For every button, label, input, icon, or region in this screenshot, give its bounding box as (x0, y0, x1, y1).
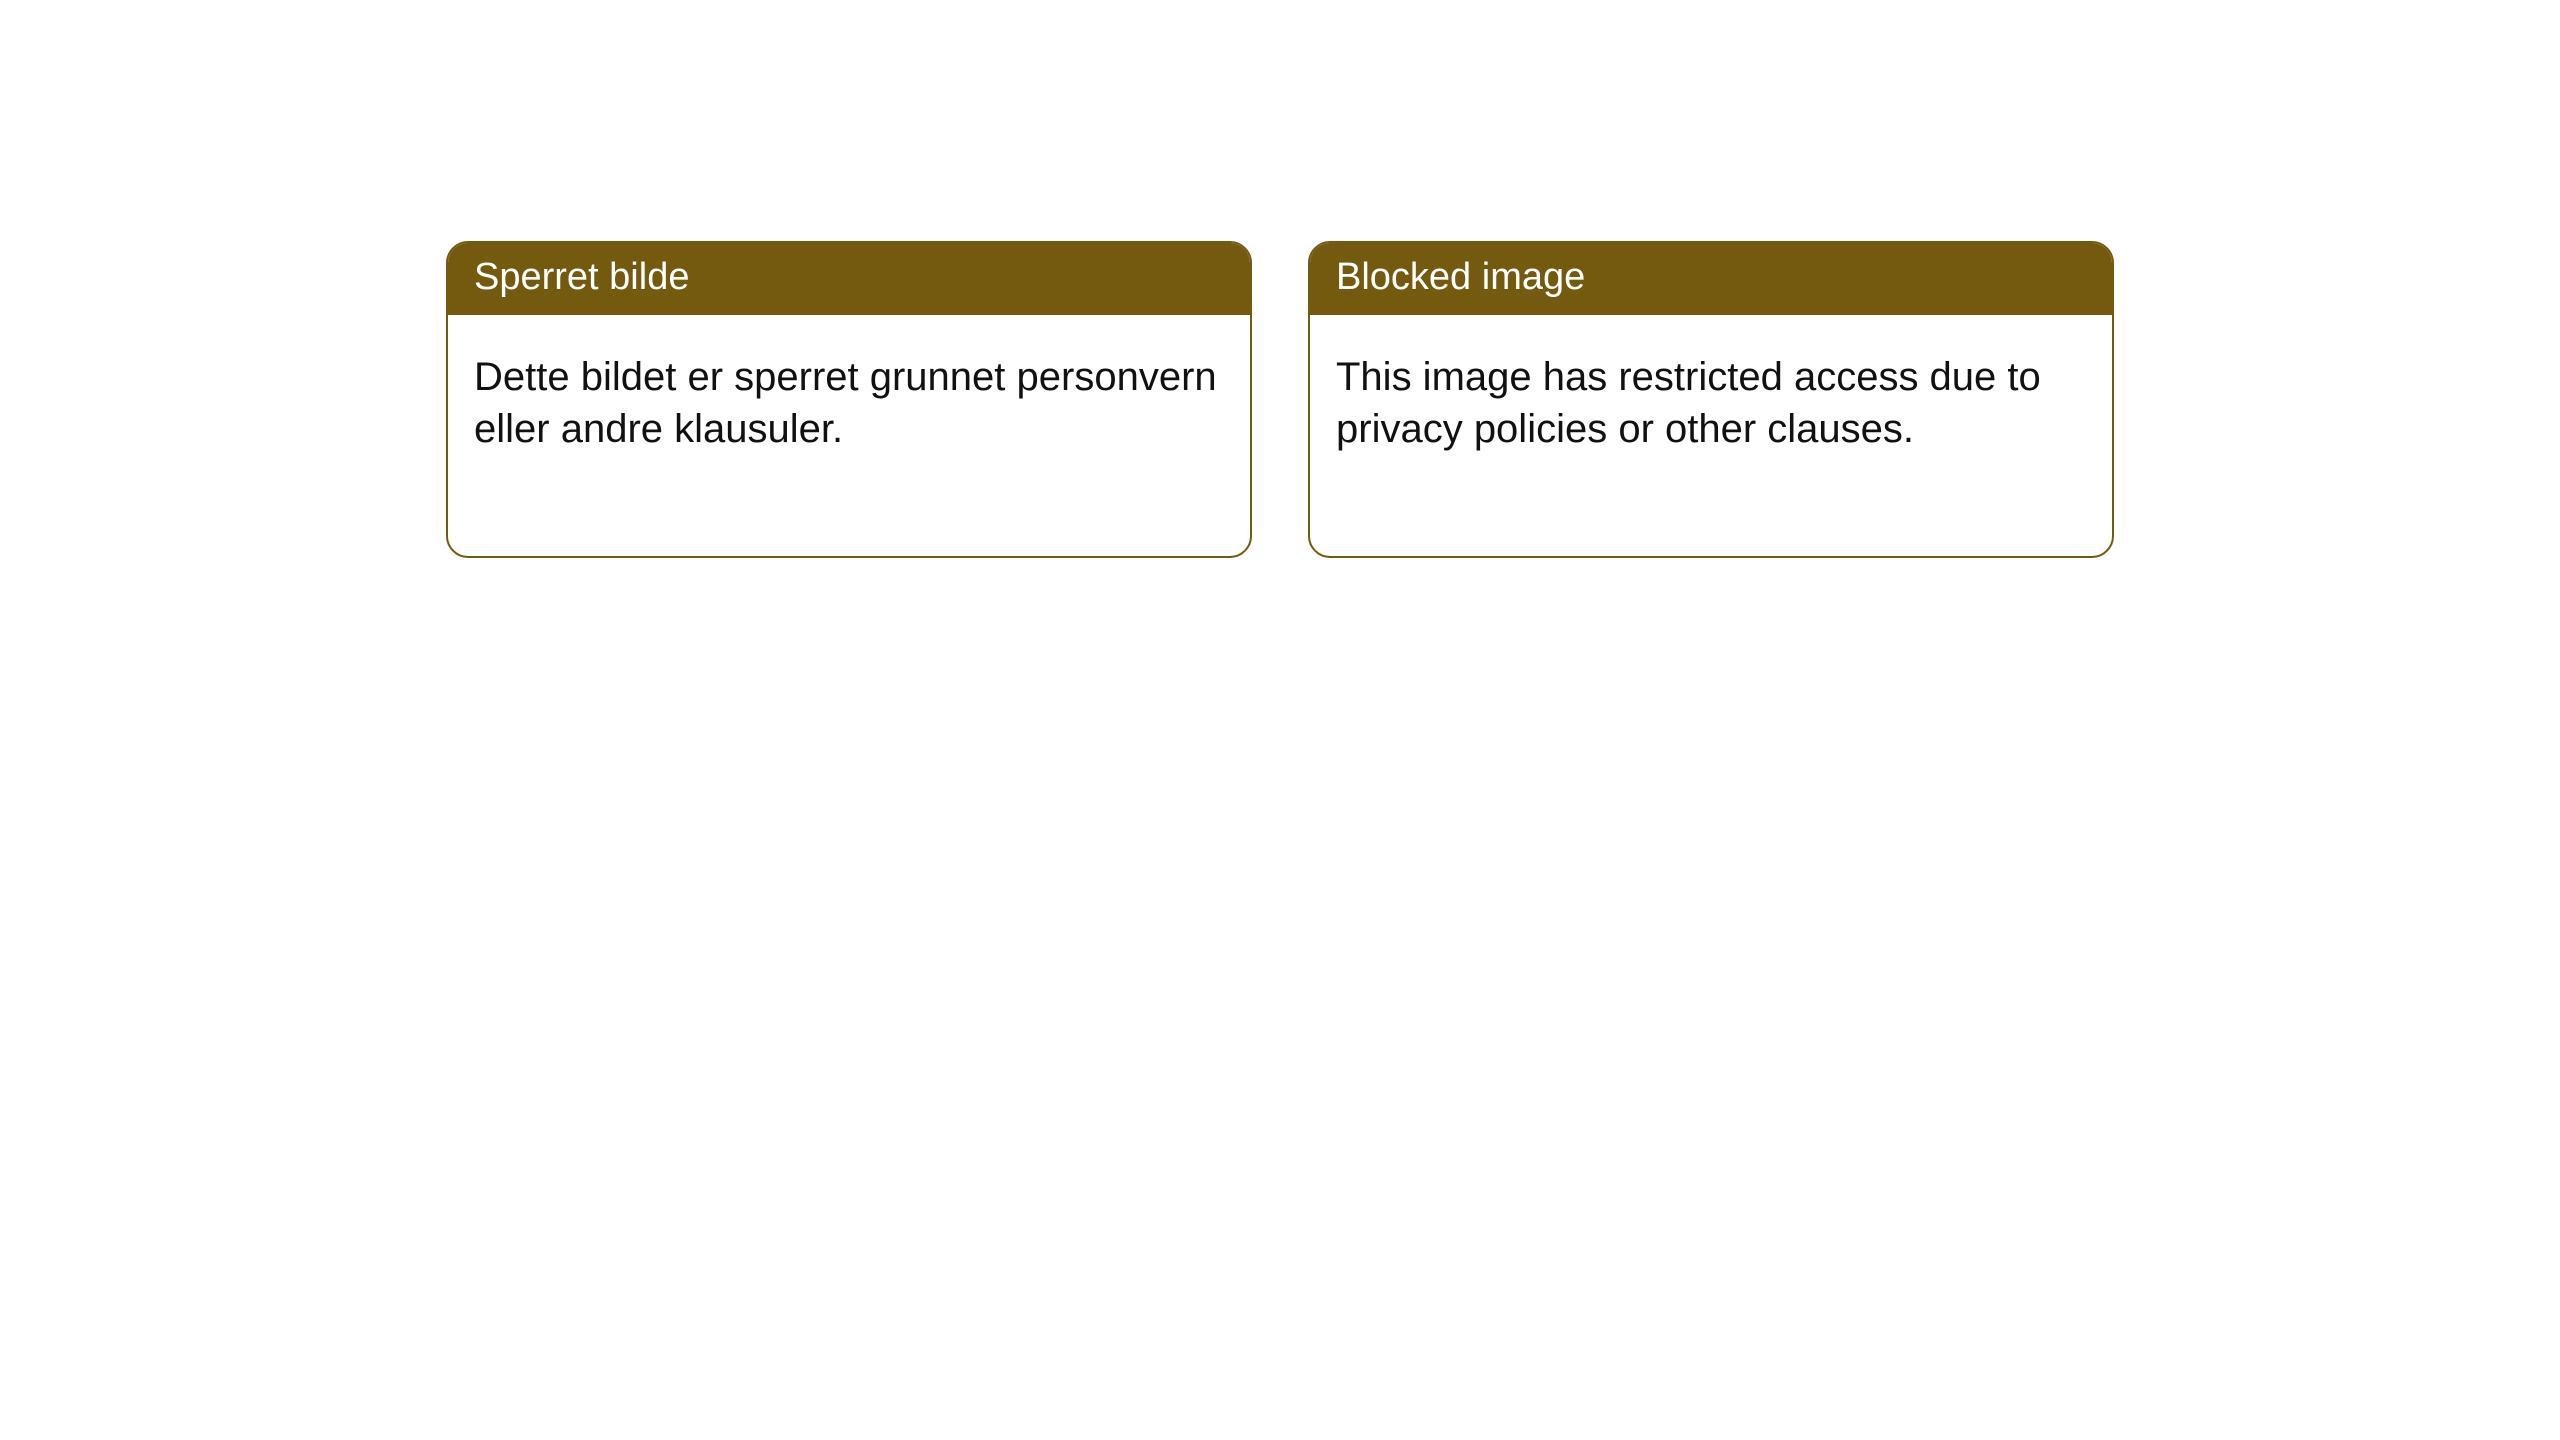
blocked-image-card-english: Blocked image This image has restricted … (1308, 241, 2114, 558)
blocked-image-card-norwegian: Sperret bilde Dette bildet er sperret gr… (446, 241, 1252, 558)
card-header-english: Blocked image (1310, 243, 2112, 315)
card-body-english: This image has restricted access due to … (1310, 315, 2112, 557)
card-body-norwegian: Dette bildet er sperret grunnet personve… (448, 315, 1250, 557)
card-header-norwegian: Sperret bilde (448, 243, 1250, 315)
notice-container: Sperret bilde Dette bildet er sperret gr… (0, 0, 2560, 558)
